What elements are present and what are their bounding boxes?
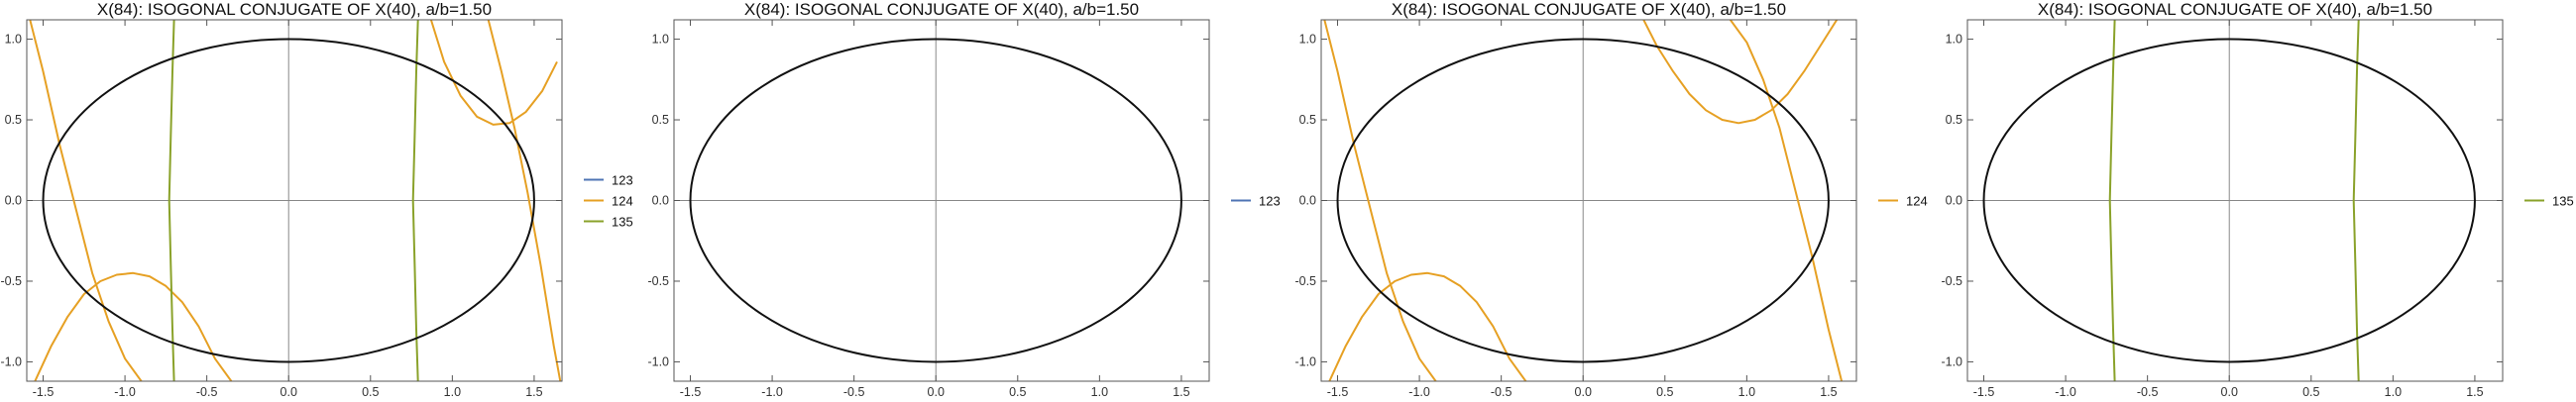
curves-group [1323, 20, 1844, 381]
y-tick-label: 0.5 [1946, 113, 1962, 127]
x-tick-label: -0.5 [1491, 385, 1512, 399]
y-tick-label: 0.5 [5, 113, 22, 127]
y-tick-label: -1.0 [1941, 354, 1962, 368]
y-tick-label: 1.0 [1946, 33, 1962, 47]
x-tick-label: 1.5 [2466, 385, 2483, 399]
legend: 123 124 135 [584, 173, 633, 230]
chart-title: X(84): ISOGONAL CONJUGATE OF X(40), a/b=… [2038, 0, 2432, 19]
y-tick-label: -0.5 [1294, 274, 1316, 288]
y-tick-label: 1.0 [652, 33, 669, 47]
series-124-curve [1323, 20, 1437, 381]
x-tick-label: 0.5 [1656, 385, 1673, 399]
legend: 123 [1231, 194, 1281, 209]
legend-label-135: 135 [2552, 194, 2574, 209]
series-124-curve [487, 20, 562, 381]
legend-label-124: 124 [612, 194, 633, 209]
curves-group [689, 38, 1182, 363]
x-tick-label: 0.0 [1575, 385, 1592, 399]
y-tick-label: -0.5 [0, 274, 22, 288]
x-tick-label: 1.0 [2385, 385, 2402, 399]
series-124-curve [429, 20, 558, 126]
y-tick-label: 0.5 [652, 113, 669, 127]
y-tick-label: 1.0 [5, 33, 22, 47]
series-124-curve [1328, 271, 1527, 381]
x-tick-label: 1.5 [1820, 385, 1837, 399]
series-135-curve [168, 20, 175, 381]
series-135-curve [411, 20, 419, 381]
y-tick-label: 0.0 [1299, 194, 1316, 208]
x-tick-label: 1.0 [1091, 385, 1108, 399]
chart-panel-2: X(84): ISOGONAL CONJUGATE OF X(40), a/b=… [647, 0, 1280, 399]
legend: 124 [1878, 194, 1928, 209]
x-tick-label: 0.5 [1009, 385, 1026, 399]
legend-label-124: 124 [1906, 194, 1928, 209]
x-tick-label: 1.0 [1738, 385, 1755, 399]
y-tick-label: 0.0 [652, 194, 669, 208]
series-135-curve [2108, 20, 2116, 381]
chart-title: X(84): ISOGONAL CONJUGATE OF X(40), a/b=… [97, 0, 492, 19]
chart-title: X(84): ISOGONAL CONJUGATE OF X(40), a/b=… [744, 0, 1139, 19]
x-tick-label: 0.5 [362, 385, 379, 399]
y-tick-label: -0.5 [647, 274, 669, 288]
x-tick-label: 0.5 [2302, 385, 2319, 399]
ellipse-curve [42, 38, 535, 363]
x-tick-label: -1.5 [33, 385, 55, 399]
legend: 135 [2524, 194, 2574, 209]
chart-title: X(84): ISOGONAL CONJUGATE OF X(40), a/b=… [1392, 0, 1786, 19]
x-tick-label: 0.0 [280, 385, 297, 399]
ellipse-curve [1336, 38, 1830, 363]
legend-label-123: 123 [612, 173, 633, 188]
chart-panel-1: X(84): ISOGONAL CONJUGATE OF X(40), a/b=… [0, 0, 632, 399]
y-tick-label: 0.5 [1299, 113, 1316, 127]
series-135-curve [2352, 20, 2360, 381]
x-tick-label: 0.0 [2221, 385, 2238, 399]
series-124-curve [1642, 20, 1839, 125]
x-tick-label: -1.0 [761, 385, 783, 399]
x-tick-label: 1.5 [1173, 385, 1189, 399]
y-tick-label: -0.5 [1941, 274, 1962, 288]
y-tick-label: 0.0 [5, 194, 22, 208]
curves-group [1982, 20, 2476, 381]
x-tick-label: -1.5 [680, 385, 702, 399]
x-tick-label: -1.0 [1408, 385, 1430, 399]
chart-panel-4: X(84): ISOGONAL CONJUGATE OF X(40), a/b=… [1941, 0, 2573, 399]
legend-label-123: 123 [1259, 194, 1281, 209]
x-tick-label: -1.0 [2055, 385, 2076, 399]
x-tick-label: 1.5 [525, 385, 542, 399]
ellipse-curve [689, 38, 1182, 363]
y-tick-label: 0.0 [1946, 194, 1962, 208]
x-tick-label: 1.0 [444, 385, 461, 399]
y-tick-label: -1.0 [1294, 354, 1316, 368]
x-tick-label: -0.5 [196, 385, 218, 399]
legend-label-135: 135 [612, 215, 633, 230]
series-124-curve [34, 271, 233, 381]
y-tick-label: -1.0 [0, 354, 22, 368]
x-tick-label: 0.0 [928, 385, 945, 399]
series-124-curve [29, 20, 143, 381]
series-124-curve [1729, 20, 1844, 381]
x-tick-label: -1.5 [1973, 385, 1995, 399]
x-tick-label: -1.5 [1327, 385, 1349, 399]
x-tick-label: -1.0 [114, 385, 136, 399]
curves-group [29, 20, 562, 381]
x-tick-label: -0.5 [843, 385, 865, 399]
y-tick-label: -1.0 [647, 354, 669, 368]
chart-panel-3: X(84): ISOGONAL CONJUGATE OF X(40), a/b=… [1294, 0, 1927, 399]
ellipse-curve [1982, 38, 2476, 363]
y-tick-label: 1.0 [1299, 33, 1316, 47]
x-tick-label: -0.5 [2137, 385, 2159, 399]
